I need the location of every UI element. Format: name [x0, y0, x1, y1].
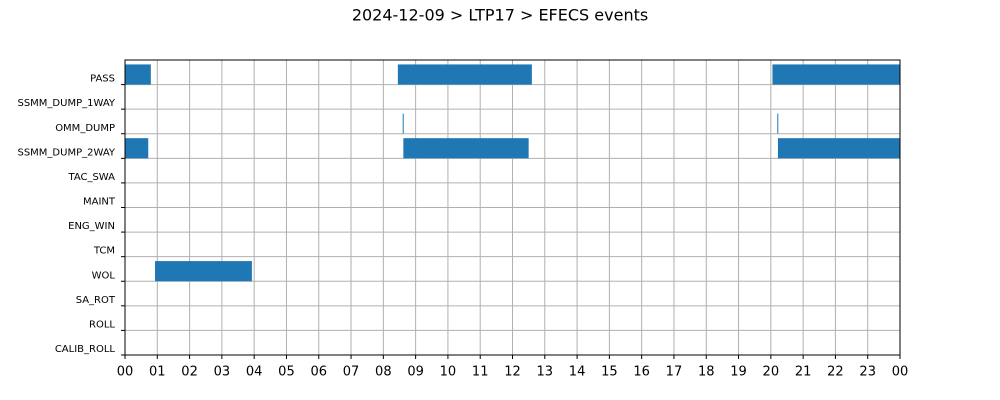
x-tick-label: 10 [440, 365, 457, 380]
y-tick-label: SSMM_DUMP_1WAY [17, 98, 115, 109]
y-tick-label: WOL [92, 270, 116, 281]
event-bar [125, 138, 149, 159]
x-tick-label: 05 [278, 365, 295, 380]
y-tick-label: ENG_WIN [68, 221, 115, 232]
event-bar [155, 261, 252, 282]
x-tick-label: 15 [601, 365, 618, 380]
event-bar [402, 113, 404, 134]
y-tick-label: TAC_SWA [67, 172, 115, 183]
event-bar [772, 64, 900, 85]
x-tick-label: 01 [149, 365, 166, 380]
x-tick-label: 14 [569, 365, 586, 380]
x-tick-label: 16 [633, 365, 650, 380]
event-bar [403, 138, 529, 159]
x-tick-label: 18 [698, 365, 715, 380]
x-tick-label: 07 [343, 365, 360, 380]
x-tick-label: 03 [214, 365, 231, 380]
x-tick-label: 11 [472, 365, 489, 380]
y-tick-label: MAINT [83, 197, 116, 208]
y-tick-label: PASS [90, 74, 115, 85]
event-bar [397, 64, 532, 85]
x-tick-label: 21 [795, 365, 812, 380]
x-tick-label: 23 [859, 365, 876, 380]
x-tick-label: 22 [827, 365, 844, 380]
y-tick-label: SA_ROT [76, 295, 116, 306]
event-bar [125, 64, 151, 85]
x-tick-label: 06 [310, 365, 327, 380]
x-tick-label: 02 [181, 365, 198, 380]
event-bar [777, 113, 779, 134]
event-bar [777, 138, 900, 159]
x-tick-label: 00 [892, 365, 909, 380]
chart-title: 2024-12-09 > LTP17 > EFECS events [352, 6, 648, 25]
y-tick-label: SSMM_DUMP_2WAY [17, 147, 115, 158]
x-tick-label: 00 [117, 365, 134, 380]
x-tick-label: 08 [375, 365, 392, 380]
x-tick-label: 09 [407, 365, 424, 380]
y-tick-label: ROLL [89, 319, 115, 330]
x-tick-label: 17 [666, 365, 683, 380]
y-tick-label: TCM [93, 246, 115, 257]
x-tick-label: 04 [246, 365, 263, 380]
plot-frame [124, 59, 901, 356]
x-tick-label: 12 [504, 365, 521, 380]
y-tick-label: OMM_DUMP [55, 123, 115, 134]
y-tick-label: CALIB_ROLL [55, 344, 116, 355]
x-tick-label: 13 [537, 365, 554, 380]
x-tick-label: 20 [763, 365, 780, 380]
x-tick-label: 19 [730, 365, 747, 380]
